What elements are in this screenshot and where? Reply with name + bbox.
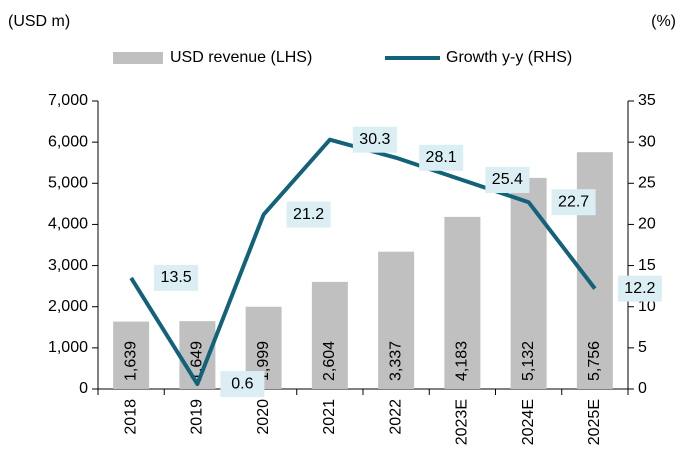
y2-tick-label: 35	[638, 92, 656, 109]
bar-value-label: 2,604	[321, 341, 338, 381]
line-label-box	[617, 275, 662, 302]
y2-tick-label: 20	[638, 216, 656, 233]
line-label-box	[352, 126, 397, 153]
bar	[113, 321, 150, 389]
y-tick-label: 1,000	[48, 339, 88, 356]
x-tick-label: 2022	[387, 399, 404, 435]
line-label-box	[551, 189, 596, 216]
line-value-label: 30.3	[359, 131, 390, 148]
x-tick-label: 2019	[189, 399, 206, 435]
line-label-box	[220, 371, 265, 398]
legend-label: USD revenue (LHS)	[170, 49, 312, 66]
y2-tick-label: 5	[638, 339, 647, 356]
line-value-label: 13.5	[161, 269, 192, 286]
y-tick-label: 2,000	[48, 298, 88, 315]
x-tick-label: 2025E	[586, 399, 603, 445]
x-tick-label: 2018	[122, 399, 139, 435]
bar-value-label: 5,132	[520, 341, 537, 381]
legend-swatch	[113, 52, 163, 64]
line-label-box	[419, 144, 464, 171]
y-tick-label: 0	[79, 380, 88, 397]
y2-tick-label: 15	[638, 257, 656, 274]
line-value-label: 25.4	[492, 171, 523, 188]
y-tick-label: 5,000	[48, 175, 88, 192]
y2-tick-label: 10	[638, 298, 656, 315]
bar-value-label: 1,999	[255, 341, 272, 381]
y-axis-title: (USD m)	[8, 13, 70, 30]
x-tick-label: 2020	[255, 399, 272, 435]
bar	[311, 281, 348, 389]
x-tick-label: 2024E	[520, 399, 537, 445]
y-tick-label: 6,000	[48, 133, 88, 150]
x-tick-label: 2023E	[454, 399, 471, 445]
y-tick-label: 7,000	[48, 92, 88, 109]
bar	[378, 251, 415, 389]
bar	[444, 216, 481, 389]
line-value-label: 21.2	[293, 206, 324, 223]
y-tick-label: 4,000	[48, 216, 88, 233]
y2-axis-title: (%)	[651, 13, 676, 30]
y2-tick-label: 30	[638, 133, 656, 150]
line-label-box	[154, 264, 199, 291]
x-tick-label: 2021	[321, 399, 338, 435]
bar-value-label: 4,183	[454, 341, 471, 381]
y-tick-label: 3,000	[48, 257, 88, 274]
bar-value-label: 1,639	[122, 341, 139, 381]
line-value-label: 22.7	[558, 193, 589, 210]
bar-value-label: 3,337	[387, 341, 404, 381]
line-label-box	[485, 166, 530, 193]
bar-value-label: 5,756	[586, 341, 603, 381]
line-value-label: 0.6	[231, 375, 253, 392]
line-value-label: 28.1	[426, 149, 457, 166]
line-value-label: 12.2	[624, 280, 655, 297]
bar	[510, 177, 547, 389]
legend-label: Growth y-y (RHS)	[446, 49, 572, 66]
y2-tick-label: 0	[638, 380, 647, 397]
line-label-box	[286, 201, 331, 228]
y2-tick-label: 25	[638, 175, 656, 192]
